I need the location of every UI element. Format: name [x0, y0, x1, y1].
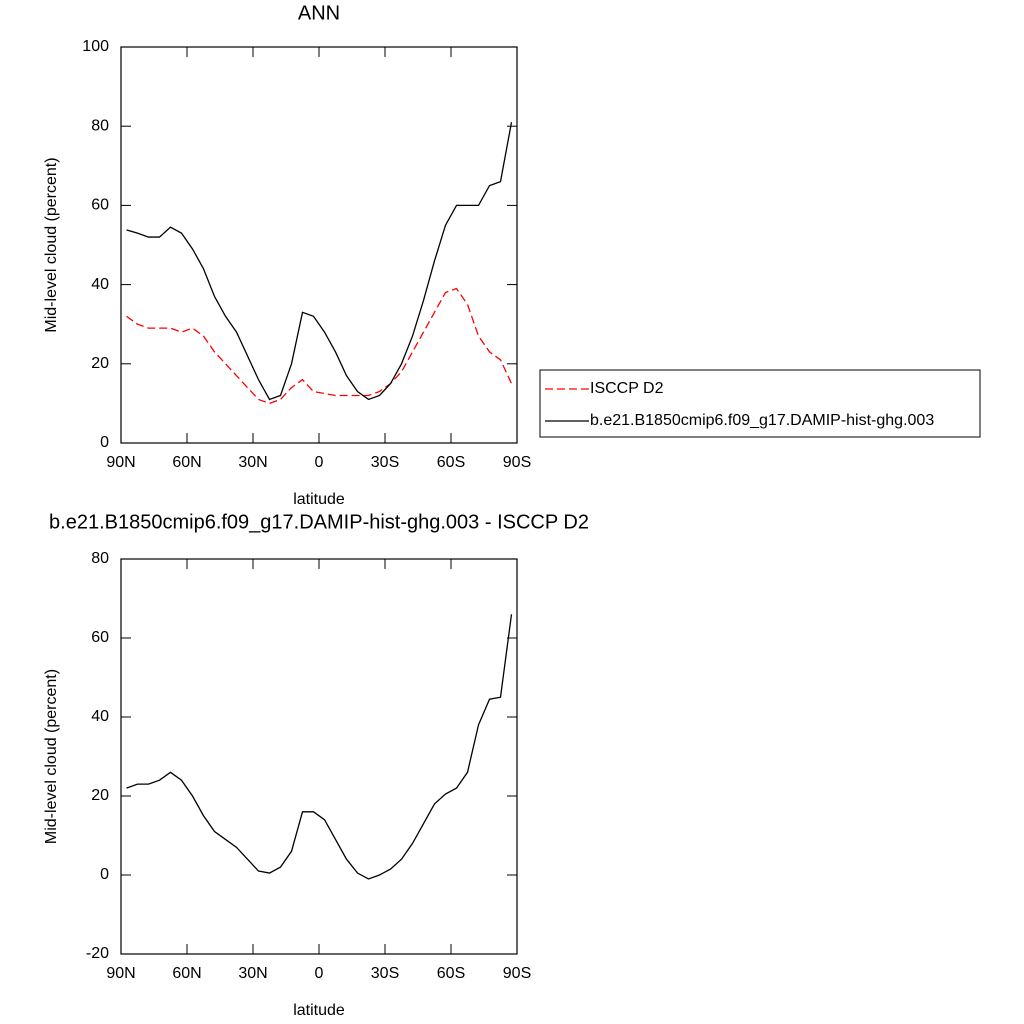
- plot-frame: [120, 46, 518, 444]
- x-tick-label: 90N: [106, 454, 135, 471]
- x-tick-label: 90N: [106, 965, 135, 982]
- x-tick-label: 30N: [238, 965, 267, 982]
- data-line: [126, 287, 513, 405]
- x-tick-label: 60N: [172, 454, 201, 471]
- legend-label: ISCCP D2: [590, 380, 664, 397]
- y-tick-label: 0: [100, 866, 109, 883]
- x-axis-label: latitude: [293, 491, 345, 508]
- y-tick-label: -20: [86, 945, 109, 962]
- y-tick-label: 80: [91, 550, 109, 567]
- y-tick-label: 20: [91, 355, 109, 372]
- x-tick-label: 0: [315, 965, 324, 982]
- chart-title: ANN: [298, 2, 340, 24]
- y-tick-label: 40: [91, 708, 109, 725]
- x-tick-label: 30N: [238, 454, 267, 471]
- x-tick-label: 60S: [437, 965, 465, 982]
- y-tick-label: 80: [91, 117, 109, 134]
- legend-label: b.e21.B1850cmip6.f09_g17.DAMIP-hist-ghg.…: [590, 412, 934, 429]
- y-tick-label: 0: [100, 434, 109, 451]
- legend-box: [539, 369, 981, 438]
- y-tick-label: 100: [82, 38, 109, 55]
- plot-frame: [120, 558, 518, 955]
- y-axis-label: Mid-level cloud (percent): [43, 669, 60, 844]
- data-line: [126, 614, 513, 880]
- x-tick-label: 30S: [371, 454, 399, 471]
- x-tick-label: 90S: [503, 454, 531, 471]
- data-line: [126, 122, 513, 401]
- y-tick-label: 20: [91, 787, 109, 804]
- x-tick-label: 0: [315, 454, 324, 471]
- x-axis-label: latitude: [293, 1002, 345, 1019]
- x-tick-label: 60S: [437, 454, 465, 471]
- x-tick-label: 90S: [503, 965, 531, 982]
- x-tick-label: 60N: [172, 965, 201, 982]
- y-axis-label: Mid-level cloud (percent): [43, 157, 60, 332]
- x-tick-label: 30S: [371, 965, 399, 982]
- y-tick-label: 60: [91, 197, 109, 214]
- y-tick-label: 60: [91, 629, 109, 646]
- chart-title: b.e21.B1850cmip6.f09_g17.DAMIP-hist-ghg.…: [49, 511, 589, 533]
- legend: ISCCP D2 b.e21.B1850cmip6.f09_g17.DAMIP-h…: [539, 369, 981, 438]
- y-tick-label: 40: [91, 276, 109, 293]
